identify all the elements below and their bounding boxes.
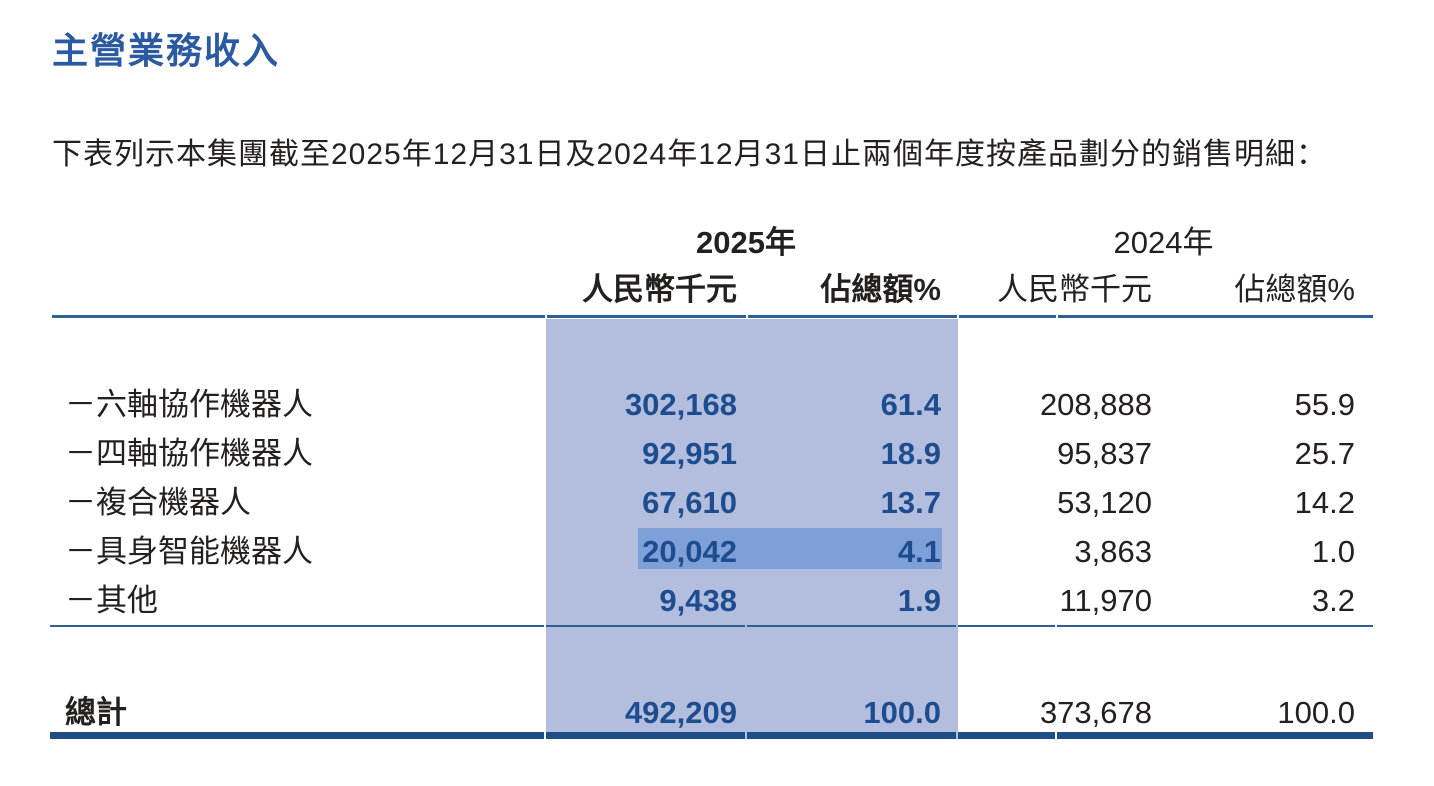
table-row-four-axis-robots: －四軸協作機器人 92,951 18.9 95,837 25.7 <box>50 429 1373 478</box>
pct-2024: 3.2 <box>1311 583 1355 618</box>
col-header-amount-2024: 人民幣千元 <box>997 272 1152 307</box>
intro-text: 下表列示本集團截至2025年12月31日及2024年12月31日止兩個年度按產品… <box>52 138 1327 171</box>
amount-2024: 53,120 <box>1057 485 1152 520</box>
amount-2025: 302,168 <box>624 387 737 422</box>
year-2025-header: 2025年 <box>696 225 796 260</box>
total-amount-2025: 492,209 <box>624 695 737 730</box>
total-pct-2025: 100.0 <box>863 695 941 730</box>
year-2024-header: 2024年 <box>1113 225 1214 260</box>
table-row-six-axis-robots: －六軸協作機器人 302,168 61.4 208,888 55.9 <box>50 380 1373 429</box>
pct-2024: 55.9 <box>1294 387 1355 422</box>
row-label: －複合機器人 <box>65 485 251 520</box>
amount-2024: 208,888 <box>1039 387 1152 422</box>
total-amount-2024: 373,678 <box>1039 695 1152 730</box>
pct-2025: 13.7 <box>880 485 941 520</box>
total-label: 總計 <box>65 695 127 730</box>
table-row-total: 總計 492,209 100.0 373,678 100.0 <box>50 694 1373 732</box>
table-row-embodied-ai-robots: －具身智能機器人 20,042 4.1 3,863 1.0 <box>50 527 1373 576</box>
empty-corner-cell <box>50 225 546 261</box>
spacer-row <box>50 317 1373 380</box>
amount-2025: 92,951 <box>642 436 737 471</box>
pct-2024: 25.7 <box>1294 436 1355 471</box>
pct-2025: 4.1 <box>897 534 941 569</box>
amount-2025: 67,610 <box>642 485 737 520</box>
pct-2025: 1.9 <box>897 583 941 618</box>
pct-2024: 14.2 <box>1294 485 1355 520</box>
col-header-pct-2024: 佔總額% <box>1234 272 1355 307</box>
column-header-row: 人民幣千元 佔總額% 人民幣千元 佔總額% <box>50 261 1373 317</box>
row-label: －其他 <box>65 583 158 618</box>
row-label: －六軸協作機器人 <box>65 387 313 422</box>
amount-2025: 9,438 <box>659 583 737 618</box>
year-header-row: 2025年 2024年 <box>50 225 1373 261</box>
spacer-row <box>50 625 1373 694</box>
amount-2025: 20,042 <box>642 534 737 569</box>
amount-2024: 11,970 <box>1059 583 1152 618</box>
sales-breakdown-table: 2025年 2024年 人民幣千元 佔總額% 人民幣千元 佔總額% －六軸協作機… <box>50 225 1373 732</box>
col-header-pct-2025: 佔總額% <box>820 272 941 307</box>
amount-2024: 95,837 <box>1057 436 1152 471</box>
pct-2025: 18.9 <box>880 436 941 471</box>
header-divider <box>50 315 1374 318</box>
table-row-composite-robots: －複合機器人 67,610 13.7 53,120 14.2 <box>50 478 1373 527</box>
col-header-amount-2025: 人民幣千元 <box>582 272 737 307</box>
total-bottom-rule <box>50 732 1373 739</box>
row-label: －具身智能機器人 <box>65 534 313 569</box>
empty-corner-cell <box>50 309 546 317</box>
embodied-ai-row-selection-highlight <box>638 528 942 569</box>
total-pct-2024: 100.0 <box>1277 695 1355 730</box>
amount-2024: 3,863 <box>1074 534 1152 569</box>
pct-2025: 61.4 <box>880 387 941 422</box>
subtotal-divider <box>50 625 1373 627</box>
section-title: 主營業務收入 <box>52 30 281 71</box>
row-label: －四軸協作機器人 <box>65 436 313 471</box>
table-row-others: －其他 9,438 1.9 11,970 3.2 <box>50 576 1373 625</box>
pct-2024: 1.0 <box>1311 534 1355 569</box>
